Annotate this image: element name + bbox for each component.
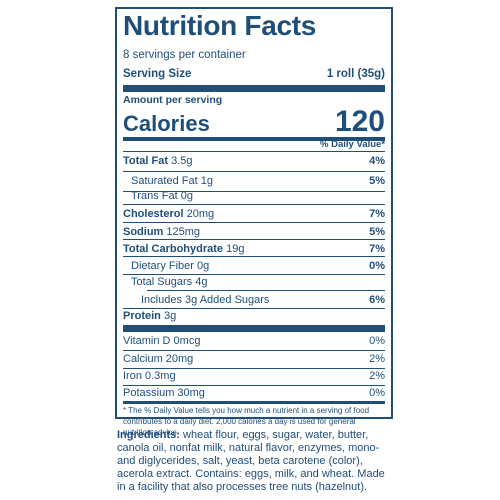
- divider: [123, 151, 385, 152]
- divider: [123, 171, 385, 172]
- divider: [123, 222, 385, 223]
- carb-label: Total Carbohydrate: [123, 243, 224, 255]
- ingredients-label: Ingredients:: [117, 429, 180, 441]
- potassium: Potassium 30mg: [123, 387, 205, 399]
- thick-divider: [123, 325, 385, 332]
- sodium-amount: 125mg: [166, 226, 201, 238]
- ingredients-text: wheat flour, eggs, sugar, water, butter,…: [117, 429, 385, 493]
- total-fat-label: Total Fat: [123, 155, 169, 167]
- total-fat-dv: 4%: [369, 155, 385, 167]
- vitamin-d-row: Vitamin D 0mcg 0%: [123, 331, 385, 351]
- label-title: Nutrition Facts: [123, 10, 317, 41]
- divider: [147, 290, 385, 291]
- sodium-label: Sodium: [123, 226, 164, 238]
- sodium-row: Sodium 125mg 5%: [123, 222, 385, 242]
- divider: [123, 191, 385, 192]
- total-fat-row: Total Fat 3.5g 4%: [123, 151, 385, 171]
- potassium-row: Potassium 30mg 0%: [123, 383, 385, 403]
- thick-divider: [123, 85, 385, 92]
- total-sugars: Total Sugars 4g: [131, 276, 208, 288]
- divider: [123, 256, 385, 257]
- divider: [123, 350, 385, 351]
- total-sugars-row: Total Sugars 4g: [123, 272, 385, 292]
- serving-size-value: 1 roll (35g): [326, 68, 385, 80]
- added-sugars-dv: 6%: [369, 294, 385, 306]
- divider: [123, 274, 385, 275]
- sodium-dv: 5%: [369, 226, 385, 238]
- serving-size-label: Serving Size: [123, 68, 192, 80]
- fiber-row: Dietary Fiber 0g 0%: [123, 256, 385, 276]
- cholesterol-amount: 20mg: [186, 208, 215, 220]
- medium-divider: [123, 401, 385, 404]
- calories-label: Calories: [123, 111, 210, 136]
- cholesterol-dv: 7%: [369, 208, 385, 220]
- calories-value: 120: [334, 105, 385, 138]
- calcium-row: Calcium 20mg 2%: [123, 349, 385, 369]
- trans-fat-row: Trans Fat 0g: [123, 186, 385, 206]
- vitamin-d-dv: 0%: [369, 335, 385, 347]
- serving-size-row: Serving Size 1 roll (35g): [123, 64, 385, 84]
- carbohydrate-row: Total Carbohydrate 19g 7%: [123, 239, 385, 259]
- divider: [123, 239, 385, 240]
- iron-dv: 2%: [369, 370, 385, 382]
- iron-row: Iron 0.3mg 2%: [123, 366, 385, 386]
- carb-dv: 7%: [369, 243, 385, 255]
- saturated-fat: Saturated Fat 1g: [131, 175, 213, 187]
- servings-per-container: 8 servings per container: [123, 49, 246, 61]
- divider: [123, 204, 385, 205]
- ingredients-statement: Ingredients: wheat flour, eggs, sugar, w…: [117, 429, 393, 494]
- calcium: Calcium 20mg: [123, 353, 194, 365]
- saturated-fat-dv: 5%: [369, 175, 385, 187]
- cholesterol-label: Cholesterol: [123, 208, 184, 220]
- vitamin-d: Vitamin D 0mcg: [123, 335, 201, 347]
- medium-divider: [123, 137, 385, 141]
- potassium-dv: 0%: [369, 387, 385, 399]
- added-sugars-row: Includes 3g Added Sugars 6%: [123, 290, 385, 310]
- cholesterol-row: Cholesterol 20mg 7%: [123, 204, 385, 224]
- divider: [123, 385, 385, 386]
- protein-row: Protein 3g: [123, 306, 385, 326]
- saturated-fat-row: Saturated Fat 1g 5%: [123, 171, 385, 191]
- added-sugars: Includes 3g Added Sugars: [141, 294, 270, 306]
- fiber: Dietary Fiber 0g: [131, 260, 210, 272]
- daily-value-header: % Daily Value*: [320, 139, 385, 150]
- calories-row: Calories 120: [123, 105, 385, 137]
- calcium-dv: 2%: [369, 353, 385, 365]
- divider: [123, 368, 385, 369]
- daily-value-footnote: * The % Daily Value tells you how much a…: [123, 406, 370, 437]
- trans-fat: Trans Fat 0g: [131, 190, 193, 202]
- protein-amount: 3g: [163, 310, 177, 322]
- fiber-dv: 0%: [369, 260, 385, 272]
- nutrition-facts-panel: Nutrition Facts 8 servings per container…: [115, 7, 393, 437]
- protein-label: Protein: [123, 310, 161, 322]
- amount-per-serving: Amount per serving: [123, 94, 223, 106]
- iron: Iron 0.3mg: [123, 370, 176, 382]
- total-fat-amount: 3.5g: [171, 155, 193, 167]
- carb-amount: 19g: [226, 243, 245, 255]
- divider: [123, 308, 385, 309]
